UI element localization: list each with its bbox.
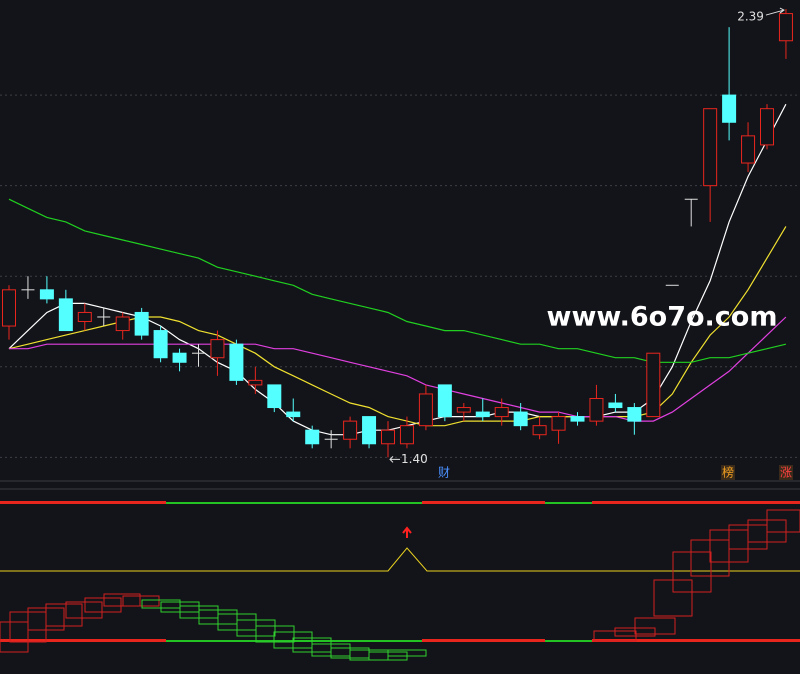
indicator-line — [0, 547, 800, 572]
candle-body — [286, 411, 301, 418]
candle-body — [153, 330, 168, 359]
candle-body — [589, 397, 604, 422]
candle-body — [760, 108, 774, 146]
candle-body — [437, 384, 452, 418]
step — [45, 603, 83, 627]
step — [672, 551, 712, 593]
step — [84, 597, 122, 613]
candle-body — [305, 429, 320, 445]
strip-green — [545, 502, 592, 504]
candle-body — [115, 316, 130, 332]
candle-body — [627, 407, 642, 422]
candle-body — [381, 429, 395, 445]
candle-body — [741, 135, 756, 164]
strip-red — [0, 501, 166, 504]
low-label: 1.40 — [401, 452, 428, 466]
candle-body — [513, 411, 528, 427]
candle-body — [362, 416, 377, 445]
strip-red — [422, 501, 545, 504]
indicator-pane — [0, 509, 800, 661]
signal-arrow — [402, 526, 412, 538]
candle-body — [418, 393, 433, 427]
candle-body — [570, 416, 585, 422]
candle-body — [58, 298, 73, 332]
step — [387, 649, 427, 657]
base-red — [592, 639, 800, 642]
candle-body — [267, 384, 282, 409]
strip-red — [592, 501, 800, 504]
base-red — [0, 639, 166, 642]
candle-body — [456, 407, 471, 413]
moving-average — [9, 316, 787, 422]
low-arrow — [389, 456, 400, 463]
candle-body — [77, 311, 92, 323]
base-red — [422, 639, 545, 642]
candle-body — [39, 289, 54, 300]
candle-body — [343, 420, 358, 440]
event-marker: 榜 — [722, 465, 734, 480]
candle-body — [210, 339, 225, 359]
candle-body — [608, 402, 623, 409]
candle-body — [2, 289, 16, 327]
candle-body — [248, 379, 263, 386]
step — [122, 595, 160, 607]
step — [0, 621, 29, 653]
candle-body — [703, 108, 718, 187]
candle-body — [399, 425, 414, 445]
candle-body — [532, 425, 547, 436]
candle-body — [134, 311, 149, 336]
high-arrow — [765, 7, 785, 16]
candle-body — [172, 352, 187, 363]
step — [634, 617, 676, 635]
candle-body — [229, 343, 244, 381]
marker-box — [721, 465, 735, 480]
candle-body — [646, 352, 661, 418]
candle-body — [475, 411, 490, 418]
watermark: www.6o7o.com — [547, 302, 778, 333]
candle-body — [551, 416, 566, 431]
candle-body — [722, 94, 737, 123]
event-marker: 财 — [438, 466, 450, 480]
signal-strip — [0, 501, 800, 504]
event-marker: 涨 — [780, 465, 792, 480]
base-green — [545, 640, 592, 642]
candle-body — [778, 13, 793, 42]
step — [65, 601, 103, 619]
step — [255, 625, 295, 643]
red-steps — [0, 509, 800, 653]
marker-box — [779, 465, 793, 480]
green-steps — [141, 599, 427, 661]
candle-body — [494, 407, 509, 418]
high-label: 2.39 — [737, 10, 764, 24]
step — [103, 593, 141, 607]
step — [766, 509, 800, 533]
strip-green — [166, 502, 422, 504]
